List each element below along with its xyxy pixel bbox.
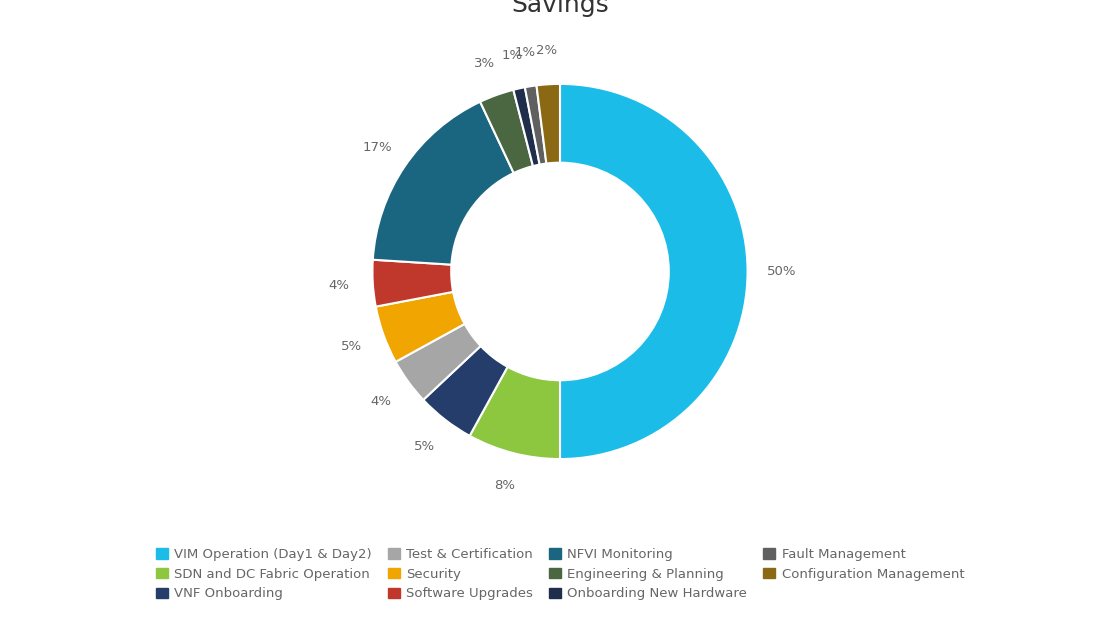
Text: 4%: 4% bbox=[371, 395, 392, 408]
Legend: VIM Operation (Day1 & Day2), SDN and DC Fabric Operation, VNF Onboarding, Test &: VIM Operation (Day1 & Day2), SDN and DC … bbox=[152, 544, 968, 604]
Wedge shape bbox=[395, 324, 480, 400]
Text: 3%: 3% bbox=[475, 57, 495, 70]
Text: 8%: 8% bbox=[494, 479, 515, 492]
Text: 4%: 4% bbox=[328, 279, 349, 292]
Wedge shape bbox=[560, 84, 747, 459]
Text: 5%: 5% bbox=[342, 340, 362, 353]
Wedge shape bbox=[525, 85, 547, 165]
Text: 17%: 17% bbox=[362, 141, 392, 154]
Wedge shape bbox=[373, 102, 514, 265]
Text: 1%: 1% bbox=[515, 46, 536, 59]
Text: 5%: 5% bbox=[413, 440, 435, 453]
Text: 2%: 2% bbox=[535, 44, 557, 57]
Wedge shape bbox=[373, 260, 454, 307]
Wedge shape bbox=[536, 84, 560, 164]
Wedge shape bbox=[469, 367, 560, 459]
Text: 50%: 50% bbox=[766, 265, 796, 278]
Wedge shape bbox=[480, 90, 533, 173]
Wedge shape bbox=[375, 292, 465, 362]
Wedge shape bbox=[423, 346, 507, 436]
Wedge shape bbox=[513, 87, 540, 166]
Text: 1%: 1% bbox=[501, 49, 522, 62]
Title: Savings: Savings bbox=[511, 0, 609, 17]
